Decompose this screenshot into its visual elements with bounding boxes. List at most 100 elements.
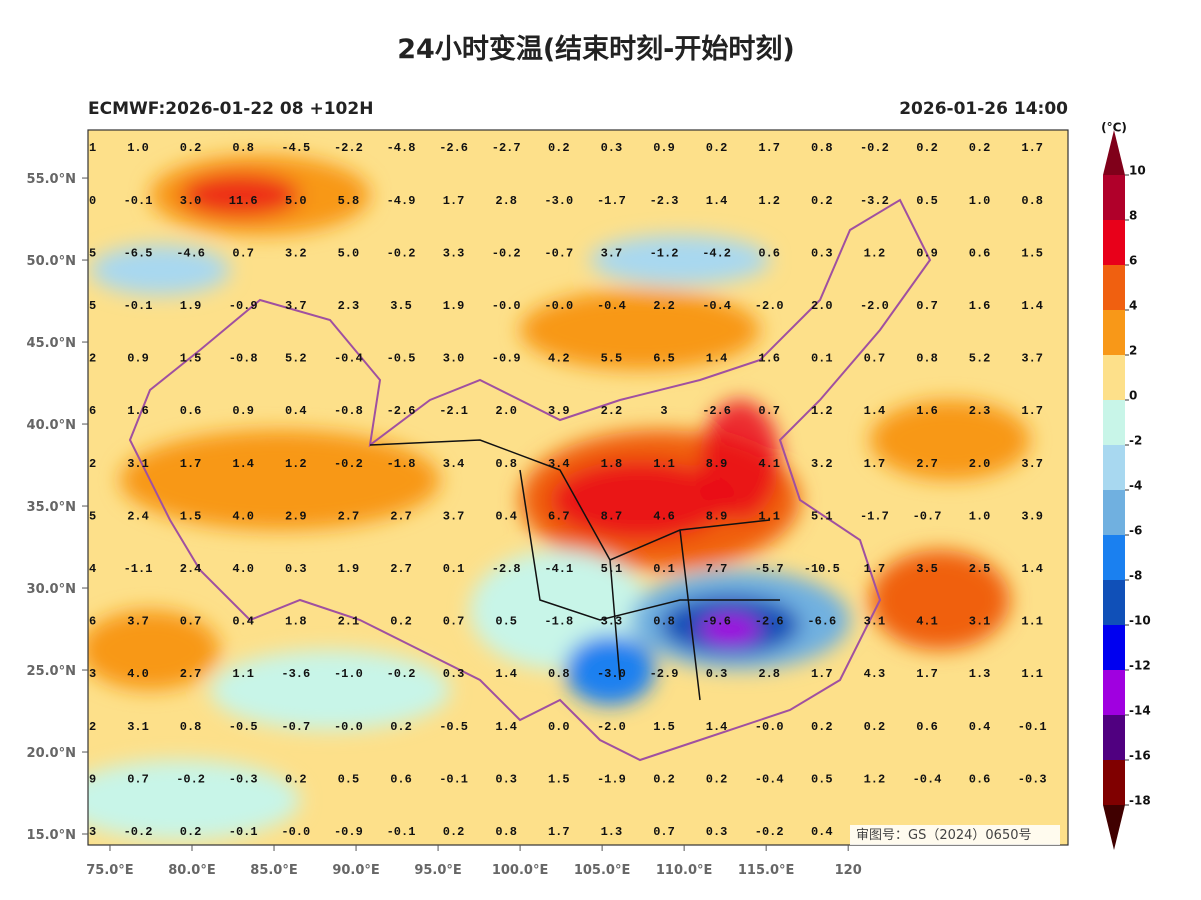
unit-label: (°C) [1101,121,1127,135]
grid-value: 1.8 [601,457,623,471]
grid-value: 1.1 [758,509,780,523]
grid-value: 1.4 [495,720,517,734]
grid-value: -0.0 [492,299,521,313]
colorbar-label: 0 [1129,389,1137,403]
grid-value: 0.5 [338,772,360,786]
grid-value: 0 [89,194,96,208]
grid-value: -0.9 [334,825,363,839]
colorbar-label: -4 [1129,479,1142,493]
grid-value: -4.8 [387,141,416,155]
grid-value: 5 [89,246,96,260]
grid-value: 0.7 [758,404,780,418]
grid-value: 0.2 [706,141,728,155]
grid-value: 4.2 [548,352,570,366]
grid-value: -0.2 [334,457,363,471]
grid-value: 0.9 [653,141,675,155]
grid-value: -0.9 [492,352,521,366]
grid-value: 2.9 [285,509,307,523]
grid-value: -0.7 [544,246,573,260]
grid-value: 0.7 [180,615,202,629]
grid-value: -2.0 [597,720,626,734]
grid-value: 1.3 [601,825,623,839]
x-tick-label: 120 [835,863,862,878]
grid-value: 0.6 [180,404,202,418]
colorbar-band [1103,175,1125,220]
shading [88,155,1030,840]
grid-value: -0.0 [755,720,784,734]
grid-value: -2.6 [439,141,468,155]
y-tick-label: 55.0°N [27,172,76,187]
grid-value: 0.4 [495,509,517,523]
y-tick-label: 25.0°N [27,664,76,679]
x-tick-label: 100.0°E [492,863,549,878]
grid-value: 0.3 [285,562,307,576]
grid-value: 3.4 [548,457,570,471]
grid-value: -2.1 [439,404,468,418]
frame [87,129,1069,846]
grid-value: 1.5 [180,352,202,366]
grid-value: 1.2 [864,772,886,786]
grid-value: 2.7 [338,509,360,523]
y-tick-label: 40.0°N [27,418,76,433]
grid-value: -2.0 [755,299,784,313]
grid-value: -0.4 [334,352,363,366]
grid-value: -0.3 [229,772,258,786]
grid-value: 3 [89,825,96,839]
grid-value: 3.1 [127,720,149,734]
grid-value: 1.2 [811,404,833,418]
grid-value: 1.7 [1021,404,1043,418]
grid-value: 6 [89,615,96,629]
grid-value: -2.3 [650,194,679,208]
grid-value: 0.3 [443,667,465,681]
grid-value: 0.5 [811,772,833,786]
grid-value: -4.1 [544,562,573,576]
grid-value: 0.4 [969,720,991,734]
grid-value: 1.6 [969,299,991,313]
grid-value: 3.7 [285,299,307,313]
grid-value: 1.4 [706,194,728,208]
grid-value: 0.3 [495,772,517,786]
grid-value: 8.7 [601,509,623,523]
grid-value: -3.2 [860,194,889,208]
grid-value: 2.3 [338,299,360,313]
grid-value: 0.8 [232,141,254,155]
grid-value: 0.2 [811,720,833,734]
colorbar-band [1103,715,1125,760]
grid-value: -0.1 [124,299,153,313]
grid-value: -0.1 [1018,720,1047,734]
grid-value: -0.8 [334,404,363,418]
grid-value: 2 [89,352,96,366]
grid-value: 0.2 [548,141,570,155]
grid-value: -3.0 [597,667,626,681]
grid-value: 0.7 [232,246,254,260]
grid-value: 1.3 [969,667,991,681]
grid-value: -2.7 [492,141,521,155]
grid-value: 11.6 [229,194,258,208]
x-tick-label: 105.0°E [574,863,631,878]
grid-value: 0.2 [706,772,728,786]
grid-value: 5.8 [338,194,360,208]
grid-value: -0.4 [702,299,731,313]
grid-value: 1.7 [180,457,202,471]
grid-value: -0.2 [492,246,521,260]
grid-value: 1.6 [127,404,149,418]
y-tick-label: 20.0°N [27,746,76,761]
grid-value: 2 [89,720,96,734]
colorbar-label: -16 [1129,749,1151,763]
grid-value: 1.4 [706,352,728,366]
grid-value: 2.0 [969,457,991,471]
grid-value: 1.0 [969,509,991,523]
y-tick-label: 35.0°N [27,500,76,515]
grid-value: -1.7 [860,509,889,523]
grid-value: 3.2 [285,246,307,260]
grid-value: 3.4 [443,457,465,471]
grid-value: -0.2 [387,246,416,260]
grid-value: 0.8 [180,720,202,734]
colorbar-label: -6 [1129,524,1142,538]
grid-value: -2.8 [492,562,521,576]
grid-value: 0.7 [127,772,149,786]
grid-value: 2.2 [653,299,675,313]
x-tick-label: 115.0°E [738,863,795,878]
grid-value: 0.4 [811,825,833,839]
grid-value: 1.6 [758,352,780,366]
